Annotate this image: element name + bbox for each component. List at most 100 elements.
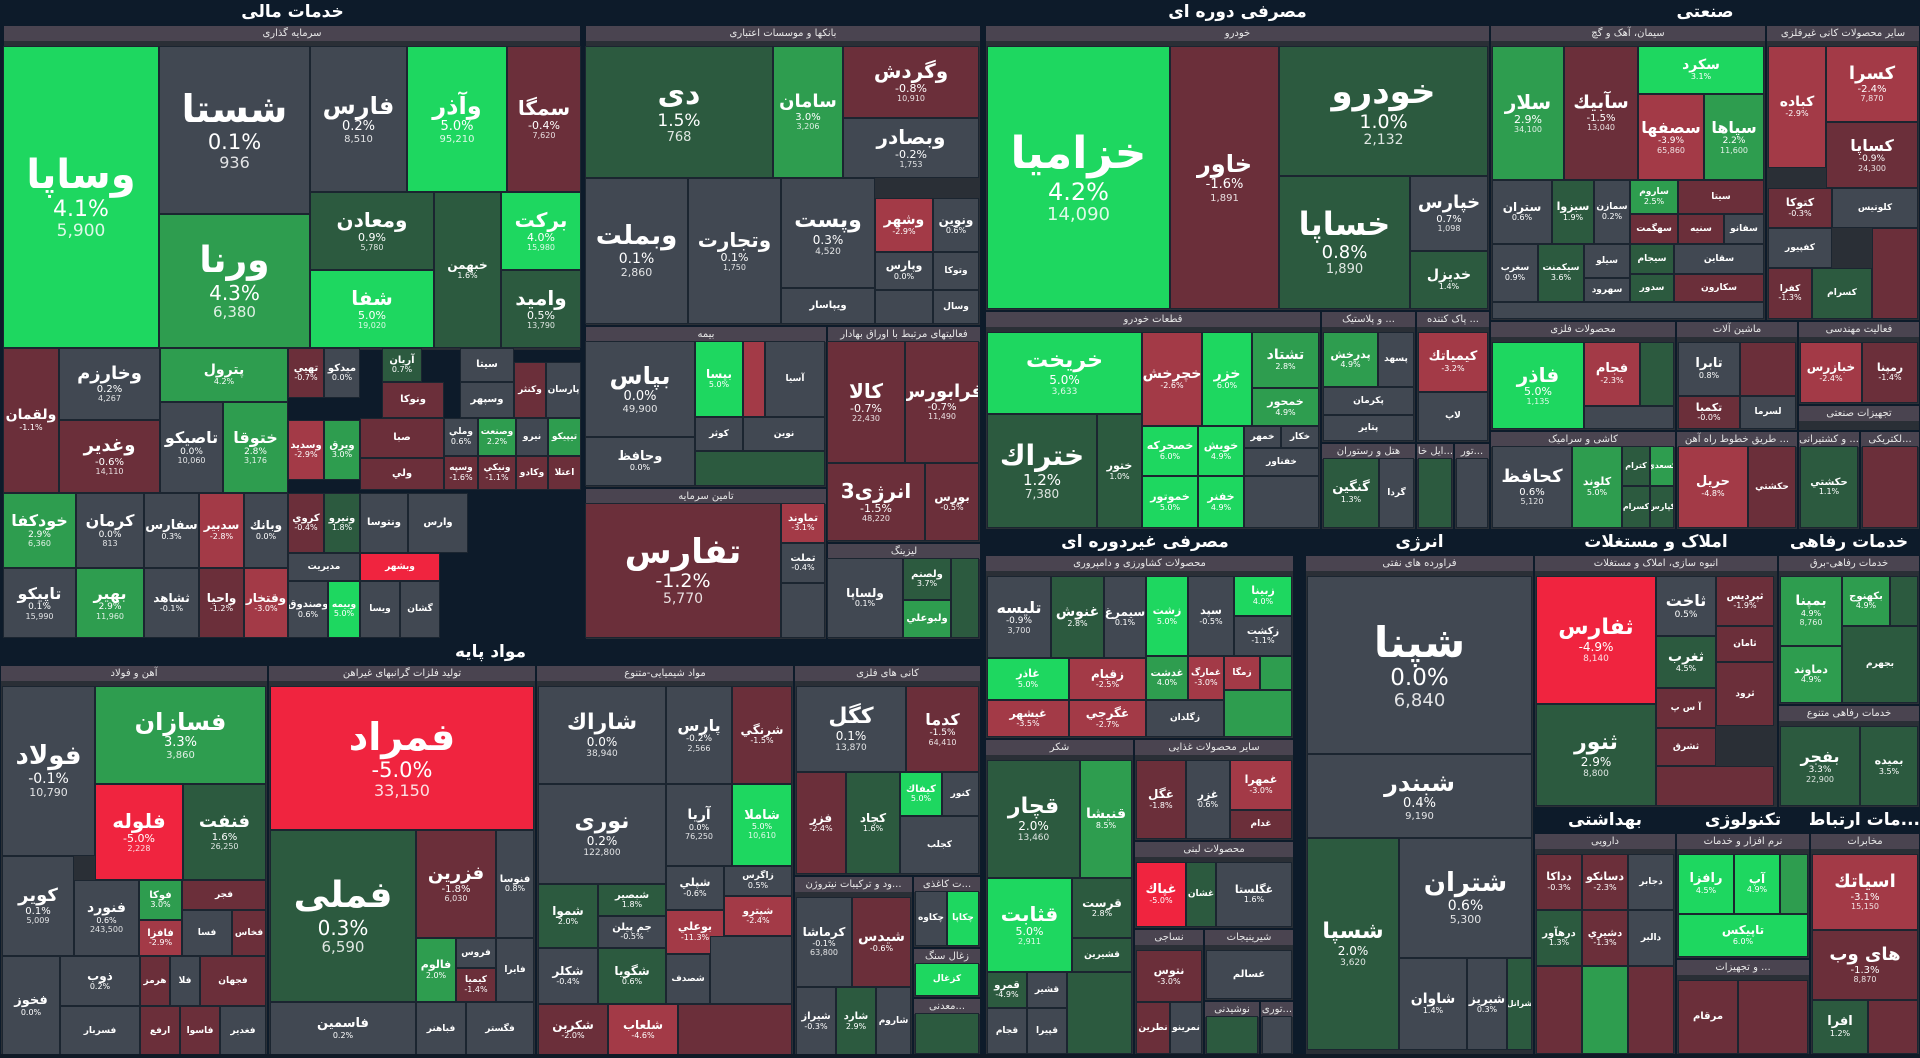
- stock-tile[interactable]: شپترو -2.4%: [724, 896, 792, 936]
- industry-title[interactable]: آهن و فولاد: [1, 666, 267, 681]
- stock-tile[interactable]: خكار: [1281, 426, 1319, 448]
- industry-title[interactable]: شکر: [986, 740, 1133, 755]
- stock-tile[interactable]: خودكفا 2.9% 6,360: [3, 493, 76, 568]
- stock-tile[interactable]: های وب -1.3% 8,870: [1812, 930, 1918, 1000]
- stock-tile[interactable]: تابرا 0.8%: [1678, 342, 1740, 396]
- stock-tile[interactable]: كجلب: [900, 816, 979, 874]
- stock-tile[interactable]: تيپيكو: [548, 418, 581, 456]
- industry-title[interactable]: لیزینگ: [828, 544, 980, 559]
- stock-tile[interactable]: وبصادر -0.2% 1,753: [843, 118, 979, 178]
- industry-title[interactable]: مخابرات: [1811, 834, 1919, 849]
- stock-tile[interactable]: خزامیا 4.2% 14,090: [987, 46, 1170, 309]
- industry-title[interactable]: سایر محصولات کانی غیرفلزی: [1767, 26, 1919, 41]
- stock-tile[interactable]: كگل 0.1% 13,870: [796, 686, 906, 772]
- stock-tile[interactable]: [781, 583, 825, 638]
- stock-tile[interactable]: [1890, 576, 1918, 626]
- stock-tile[interactable]: پتاير: [1323, 415, 1414, 441]
- stock-tile[interactable]: ولبوعلي: [903, 600, 951, 638]
- industry-title[interactable]: نساجی: [1135, 930, 1203, 945]
- stock-tile[interactable]: فخوز 0.0%: [2, 956, 60, 1056]
- stock-tile[interactable]: ثپرديس -1.9%: [1716, 576, 1774, 626]
- stock-tile[interactable]: تماوند -3.1%: [781, 503, 825, 543]
- industry-title[interactable]: ... و تجهیزات: [1677, 960, 1809, 975]
- stock-tile[interactable]: غپاك -5.0%: [1136, 862, 1186, 927]
- stock-tile[interactable]: وصندوق 0.6%: [288, 581, 328, 638]
- stock-tile[interactable]: شبصير 1.8%: [598, 884, 666, 916]
- stock-tile[interactable]: فنوسا 0.8%: [496, 830, 534, 938]
- stock-tile[interactable]: سنيه: [1678, 214, 1724, 244]
- stock-tile[interactable]: فنفت 1.6% 26,250: [183, 784, 266, 880]
- stock-tile[interactable]: وقتخار -3.0%: [244, 568, 288, 638]
- stock-tile[interactable]: تشتاد 2.8%: [1252, 332, 1319, 388]
- stock-tile[interactable]: وبملت 0.1% 2,860: [585, 178, 688, 324]
- stock-tile[interactable]: بمیده 3.5%: [1860, 726, 1918, 806]
- stock-tile[interactable]: زقيام -2.5%: [1069, 658, 1146, 700]
- stock-tile[interactable]: دسانكو -2.3%: [1582, 854, 1628, 910]
- stock-tile[interactable]: سهرود: [1584, 278, 1630, 302]
- industry-title[interactable]: شیرینیجات: [1205, 930, 1293, 945]
- stock-tile[interactable]: شرنگي -1.5%: [732, 686, 792, 784]
- stock-tile[interactable]: شاروم: [876, 987, 911, 1056]
- stock-tile[interactable]: شسپا 2.0% 3,620: [1307, 838, 1399, 1050]
- industry-title[interactable]: زغال سنگ: [914, 949, 980, 964]
- stock-tile[interactable]: كوثر: [695, 417, 743, 451]
- industry-title[interactable]: هتل و رستوران: [1322, 444, 1415, 459]
- stock-tile[interactable]: غگلستا 1.6%: [1216, 862, 1292, 927]
- stock-tile[interactable]: سامان 3.0% 3,206: [773, 46, 843, 178]
- stock-tile[interactable]: زاگرس 0.5%: [724, 866, 792, 896]
- stock-tile[interactable]: وخارزم 0.2% 4,267: [59, 348, 160, 420]
- industry-title[interactable]: کاشی و سرامیک: [1491, 432, 1675, 447]
- stock-tile[interactable]: دماوند 4.9%: [1780, 646, 1842, 703]
- stock-tile[interactable]: سفانو: [1724, 214, 1764, 244]
- stock-tile[interactable]: ونيكي -1.1%: [478, 456, 516, 490]
- stock-tile[interactable]: فجر: [182, 880, 266, 910]
- stock-tile[interactable]: هرمز: [140, 956, 170, 1006]
- stock-tile[interactable]: شاراك 0.0% 38,940: [538, 686, 666, 784]
- stock-tile[interactable]: ثرود: [1716, 662, 1774, 726]
- stock-tile[interactable]: كباده -2.9%: [1768, 46, 1826, 168]
- stock-tile[interactable]: ختور 1.0%: [1097, 414, 1142, 528]
- stock-tile[interactable]: وبانك 0.0%: [244, 493, 288, 568]
- stock-tile[interactable]: فجام -2.3%: [1584, 342, 1640, 406]
- stock-tile[interactable]: ذوب 0.2%: [60, 956, 140, 1006]
- stock-tile[interactable]: تهيي -0.7%: [288, 348, 324, 398]
- stock-tile[interactable]: وتوكا: [933, 252, 979, 290]
- stock-tile[interactable]: دی 1.5% 768: [585, 46, 773, 178]
- stock-tile[interactable]: وكنثر: [514, 362, 546, 418]
- industry-title[interactable]: ... و پلاستیک: [1322, 312, 1415, 327]
- stock-tile[interactable]: سيلو: [1584, 244, 1630, 278]
- stock-tile[interactable]: تليسه -0.9% 3,700: [987, 576, 1051, 658]
- stock-tile[interactable]: [1872, 228, 1918, 319]
- industry-title[interactable]: ...تور: [1455, 444, 1489, 459]
- industry-title[interactable]: ... پاک کننده: [1417, 312, 1489, 327]
- stock-tile[interactable]: شلعاب -4.6%: [608, 1004, 678, 1056]
- stock-tile[interactable]: ونوكا: [382, 382, 444, 418]
- stock-tile[interactable]: [710, 936, 792, 1004]
- stock-tile[interactable]: كسعدي: [1650, 446, 1674, 486]
- stock-tile[interactable]: فلا: [170, 956, 200, 1006]
- stock-tile[interactable]: وآذر 5.0% 95,210: [407, 46, 507, 192]
- stock-tile[interactable]: درهآور 1.3%: [1536, 910, 1582, 966]
- stock-tile[interactable]: سيمرغ 0.1%: [1104, 576, 1146, 658]
- stock-tile[interactable]: وارس: [408, 493, 468, 553]
- stock-tile[interactable]: آ س پ: [1656, 688, 1716, 728]
- stock-tile[interactable]: سصفها -3.9% 65,860: [1638, 94, 1704, 180]
- stock-tile[interactable]: [1640, 342, 1674, 406]
- stock-tile[interactable]: سدبير -2.8%: [199, 493, 244, 568]
- stock-tile[interactable]: كسرا -2.4% 7,870: [1826, 46, 1918, 122]
- industry-title[interactable]: ...ود و ترکیبات نیتروژن: [795, 877, 912, 892]
- stock-tile[interactable]: فاسمين 0.2%: [270, 1002, 416, 1056]
- stock-tile[interactable]: شيدس -0.6%: [852, 897, 911, 987]
- stock-tile[interactable]: بورس -0.5%: [925, 463, 979, 541]
- stock-tile[interactable]: اسياتك -3.1% 15,150: [1812, 854, 1918, 930]
- stock-tile[interactable]: ومعادن 0.9% 5,780: [310, 192, 434, 270]
- stock-tile[interactable]: وكادو: [516, 456, 548, 490]
- stock-tile[interactable]: [1244, 476, 1319, 528]
- stock-tile[interactable]: غگل -1.8%: [1136, 760, 1186, 839]
- stock-tile[interactable]: زمگا: [1224, 656, 1260, 690]
- industry-title[interactable]: ...ت کاغذی: [914, 877, 980, 892]
- stock-tile[interactable]: وسديد -2.9%: [288, 420, 324, 480]
- stock-tile[interactable]: سيجام: [1630, 244, 1674, 274]
- stock-tile[interactable]: انرژی3 -1.5% 48,220: [827, 463, 925, 541]
- industry-title[interactable]: سیمان، آهک و گچ: [1491, 26, 1765, 41]
